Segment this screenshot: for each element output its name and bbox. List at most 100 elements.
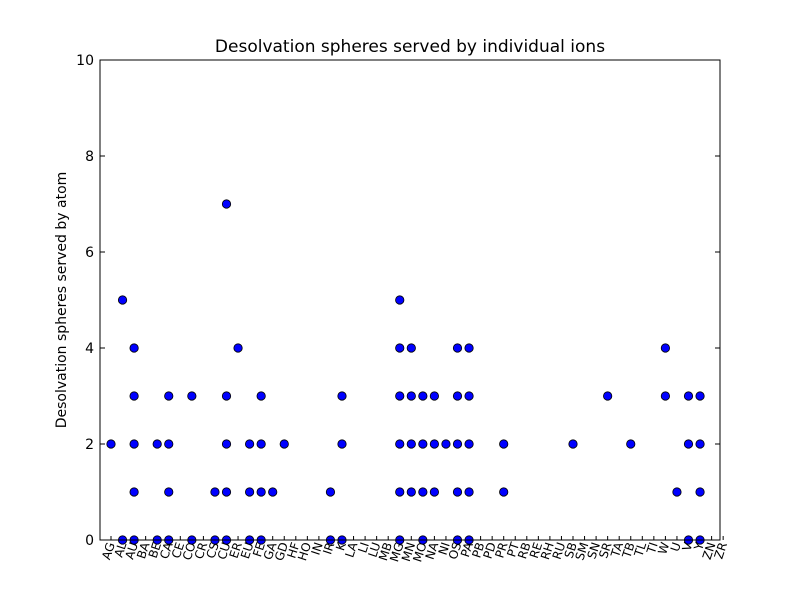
x-tick-label: MB <box>376 541 395 563</box>
data-point <box>464 343 474 353</box>
x-tick-label: NI <box>436 541 453 557</box>
y-tick-label: 0 <box>85 533 94 549</box>
data-point <box>603 391 613 401</box>
data-point <box>683 439 694 449</box>
x-tick-label: LA <box>342 540 360 560</box>
x-tick-label: ER <box>227 541 245 560</box>
data-point <box>221 391 232 401</box>
data-point <box>429 391 439 401</box>
x-tick-label: CS <box>204 541 222 561</box>
plot-frame <box>99 59 721 541</box>
data-point <box>152 439 162 449</box>
y-axis-label: Desolvation spheres served by atom <box>54 172 70 429</box>
data-point <box>695 487 705 497</box>
x-tick-label: SB <box>562 541 580 560</box>
x-tick-label: ZR <box>712 541 730 561</box>
x-tick-label: TI <box>644 541 661 557</box>
data-point <box>395 295 405 305</box>
y-tick-label: 4 <box>85 341 94 357</box>
data-point <box>695 391 705 401</box>
x-tick-label: AG <box>99 541 118 562</box>
data-point <box>164 487 174 497</box>
data-point <box>256 439 266 449</box>
data-point <box>256 391 266 401</box>
data-point <box>429 487 439 497</box>
data-points <box>106 199 705 545</box>
x-tick-label: CO <box>180 541 199 562</box>
data-point <box>568 439 578 449</box>
x-tick-label: CU <box>215 541 234 562</box>
x-tick-label: HO <box>295 541 314 563</box>
y-tick-label: 8 <box>85 149 94 165</box>
x-tick-label: IN <box>309 541 326 557</box>
x-axis-ticks: AGALAUBABECACECOCRCSCUEREUFEGAGDHFHOINIR… <box>99 536 730 564</box>
x-tick-label: OS <box>446 541 465 562</box>
x-tick-label: TA <box>608 540 626 560</box>
x-tick-label: BA <box>134 540 153 561</box>
data-point <box>337 391 347 401</box>
data-point <box>418 487 428 497</box>
y-axis-ticks: 0 2 4 6 8 10 <box>76 53 720 549</box>
x-tick-label: RU <box>550 541 569 562</box>
data-point <box>406 343 416 353</box>
x-tick-label: RB <box>515 541 533 561</box>
x-tick-label: NA <box>423 540 442 561</box>
data-point <box>452 343 463 353</box>
data-point <box>221 487 232 497</box>
data-point <box>245 487 255 497</box>
data-point <box>626 439 636 449</box>
x-tick-label: RH <box>538 541 557 562</box>
chart-title: Desolvation spheres served by individual… <box>215 37 605 57</box>
x-tick-label: MN <box>399 541 418 564</box>
data-point <box>221 199 232 209</box>
data-point <box>452 439 463 449</box>
x-tick-label: U <box>668 541 684 554</box>
data-point <box>164 439 174 449</box>
x-tick-label: IR <box>320 541 337 557</box>
data-point <box>395 439 405 449</box>
data-point <box>395 343 405 353</box>
data-point <box>672 487 682 497</box>
data-point <box>325 487 336 497</box>
x-tick-label: BE <box>146 541 164 560</box>
data-point <box>245 439 255 449</box>
plot-area <box>100 60 720 540</box>
data-point <box>106 439 116 449</box>
data-point <box>464 391 474 401</box>
x-tick-label: TB <box>619 541 637 561</box>
data-point <box>117 295 128 305</box>
data-point <box>406 439 416 449</box>
x-tick-label: SR <box>596 541 614 561</box>
data-point <box>337 439 347 449</box>
data-point <box>129 391 139 401</box>
data-point <box>429 439 439 449</box>
data-point <box>164 391 174 401</box>
x-tick-label: MO <box>410 541 429 564</box>
data-point <box>129 487 139 497</box>
y-tick-label: 6 <box>85 245 94 261</box>
x-tick-label: W <box>655 540 672 556</box>
data-point <box>395 391 405 401</box>
x-tick-label: CA <box>157 540 176 561</box>
data-point <box>406 391 416 401</box>
data-point <box>441 439 451 449</box>
data-point <box>406 487 416 497</box>
x-tick-label: LU <box>366 541 384 559</box>
x-tick-label: RE <box>527 541 545 560</box>
x-tick-label: CE <box>169 541 187 561</box>
data-point <box>464 439 474 449</box>
x-tick-label: AU <box>122 541 141 561</box>
y-tick-label: 10 <box>76 53 94 69</box>
x-tick-label: CR <box>192 541 210 561</box>
x-tick-label: EU <box>238 541 256 561</box>
x-tick-label: PA <box>458 540 476 559</box>
x-tick-label: TL <box>631 540 649 559</box>
x-tick-label: PR <box>492 541 510 560</box>
data-point <box>499 439 509 449</box>
data-point <box>418 391 428 401</box>
data-point <box>452 391 463 401</box>
data-point <box>256 487 266 497</box>
x-tick-label: FE <box>250 541 268 559</box>
